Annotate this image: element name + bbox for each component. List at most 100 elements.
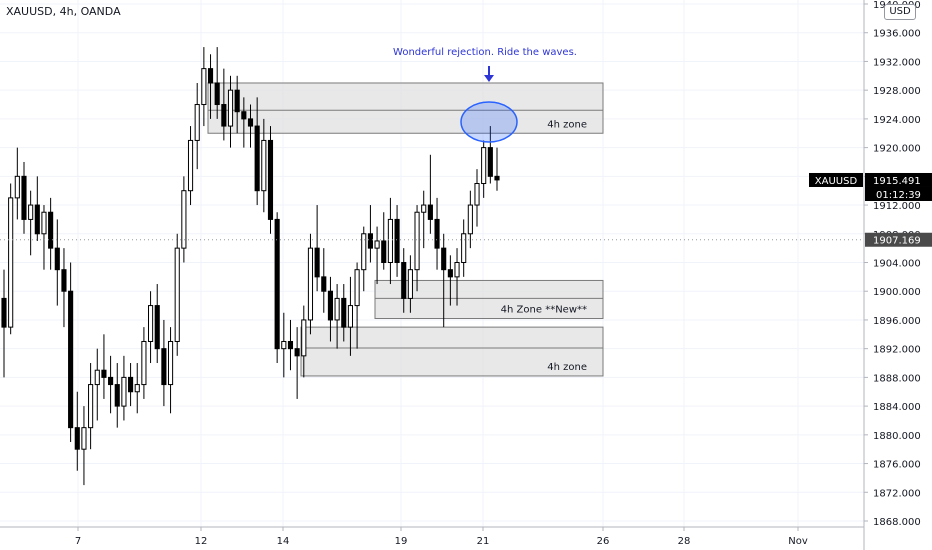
candle[interactable] (234, 75, 240, 134)
candle[interactable] (221, 68, 227, 141)
candle[interactable] (407, 255, 413, 313)
candle[interactable] (301, 305, 307, 378)
price-tick-label: 1892.000 (873, 345, 921, 356)
candle[interactable] (414, 205, 420, 292)
candle[interactable] (447, 255, 453, 306)
candle[interactable] (401, 248, 407, 313)
candle[interactable] (334, 284, 340, 349)
candle[interactable] (128, 363, 134, 407)
candle[interactable] (161, 319, 167, 407)
time-tick-label: 7 (75, 536, 81, 547)
candle[interactable] (227, 75, 234, 148)
candle[interactable] (354, 262, 360, 349)
svg-text:XAUUSD: XAUUSD (815, 176, 858, 187)
candle[interactable] (181, 176, 187, 263)
candle[interactable] (194, 82, 200, 170)
candle[interactable] (461, 219, 467, 277)
candle[interactable] (141, 327, 147, 399)
candle[interactable] (114, 363, 120, 428)
candle[interactable] (347, 276, 353, 356)
candle[interactable] (174, 233, 180, 356)
price-tags: XAUUSD 1915.491 01:12:39 1907.169 (809, 172, 932, 247)
candle[interactable] (21, 161, 27, 234)
candle[interactable] (287, 319, 294, 371)
candle[interactable] (41, 205, 47, 270)
candle[interactable] (341, 284, 347, 342)
svg-text:1915.491: 1915.491 (873, 176, 921, 187)
candle[interactable] (327, 276, 334, 342)
candle[interactable] (321, 248, 327, 313)
candle[interactable] (474, 169, 480, 227)
price-axis[interactable]: 1868.000 1872.000 1876.000 1880.000 1884.000… (863, 0, 921, 550)
candle[interactable] (94, 348, 100, 421)
candle[interactable] (314, 205, 320, 292)
candle[interactable] (467, 190, 473, 249)
candle[interactable] (201, 47, 207, 127)
candle[interactable] (148, 291, 154, 364)
candle[interactable] (88, 363, 94, 450)
annotations: Wonderful rejection. Ride the waves. (393, 47, 577, 143)
price-tick-label: 1896.000 (873, 316, 921, 327)
candle[interactable] (441, 233, 447, 328)
candle[interactable] (247, 104, 254, 148)
zone-box[interactable]: 4h Zone **New** (374, 279, 604, 320)
candle[interactable] (381, 212, 387, 270)
candle[interactable] (34, 176, 40, 241)
candle[interactable] (61, 248, 67, 328)
candle[interactable] (121, 355, 127, 421)
symbol-header: XAUUSD, 4h, OANDA (6, 5, 121, 18)
candles[interactable] (1, 47, 500, 486)
candle[interactable] (374, 226, 380, 285)
candle[interactable] (101, 334, 107, 399)
candle[interactable] (454, 248, 460, 306)
candle[interactable] (1, 269, 7, 378)
candle[interactable] (167, 327, 174, 414)
candle[interactable] (267, 126, 274, 234)
candle[interactable] (8, 183, 14, 335)
zone-label: 4h zone (547, 119, 587, 130)
candle[interactable] (74, 391, 80, 471)
candle[interactable] (81, 406, 87, 486)
time-tick-label: 14 (277, 536, 290, 547)
candle[interactable] (281, 312, 287, 378)
zone-label: 4h Zone **New** (501, 305, 587, 316)
candle[interactable] (494, 147, 500, 191)
candle[interactable] (294, 327, 300, 399)
candle[interactable] (241, 97, 247, 148)
candle[interactable] (254, 97, 260, 206)
time-axis[interactable]: 7 12 14 19 21 26 28 Nov (0, 526, 864, 547)
candle[interactable] (434, 197, 440, 270)
candle[interactable] (307, 233, 314, 335)
candle[interactable] (387, 197, 393, 285)
candle[interactable] (68, 262, 74, 443)
candle[interactable] (421, 190, 427, 249)
zone-box[interactable]: 4h zone (300, 326, 604, 377)
time-tick-label: 28 (678, 536, 691, 547)
currency-button[interactable]: USD (884, 4, 916, 20)
price-tick-label: 1928.000 (873, 86, 921, 97)
ref-price-tag: 1907.169 (865, 232, 932, 247)
candle[interactable] (427, 154, 433, 234)
candle[interactable] (481, 140, 487, 198)
candle[interactable] (187, 126, 194, 206)
time-tick-label: 12 (195, 536, 208, 547)
candle[interactable] (361, 226, 367, 292)
candle[interactable] (367, 205, 373, 263)
candle[interactable] (108, 355, 114, 414)
candle[interactable] (134, 363, 140, 414)
candle[interactable] (48, 197, 54, 270)
candle[interactable] (394, 205, 400, 277)
candle[interactable] (214, 47, 220, 119)
candle[interactable] (207, 54, 214, 119)
zone-box[interactable]: 4h zone (207, 82, 604, 134)
candle[interactable] (14, 147, 20, 220)
candle[interactable] (487, 126, 493, 184)
price-tick-label: 1920.000 (873, 144, 921, 155)
candle[interactable] (154, 284, 160, 364)
supply-demand-zones[interactable]: 4h zone 4h Zone **New** 4h zone (207, 82, 604, 377)
candle[interactable] (261, 118, 267, 213)
candle[interactable] (54, 219, 60, 306)
candle[interactable] (28, 190, 34, 256)
candle[interactable] (274, 212, 280, 364)
